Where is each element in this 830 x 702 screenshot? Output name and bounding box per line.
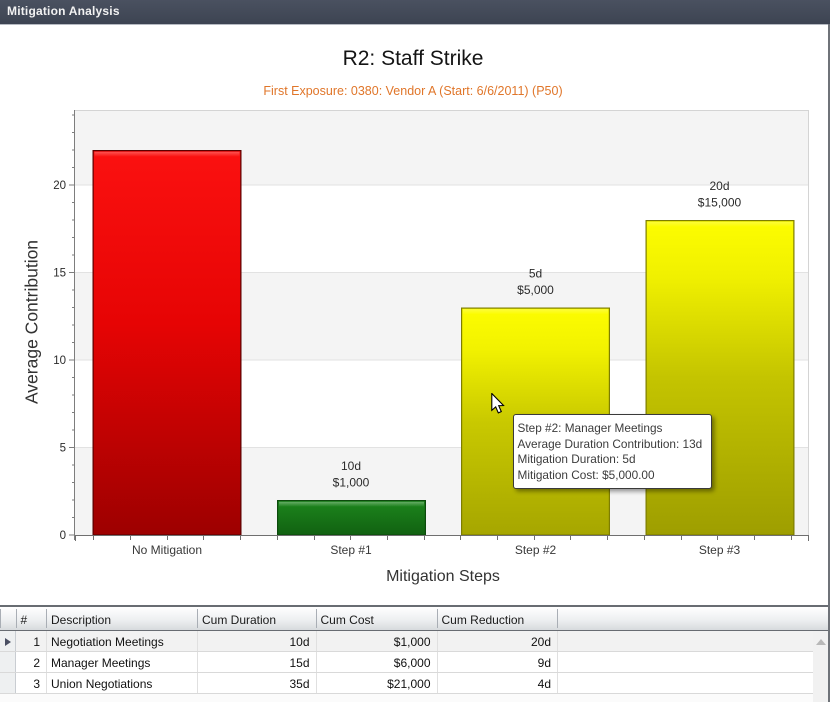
svg-text:0: 0 xyxy=(60,530,66,542)
svg-text:$1,000: $1,000 xyxy=(333,476,370,490)
svg-text:First Exposure: 0380: Vendor A: First Exposure: 0380: Vendor A (Start: 6… xyxy=(263,84,562,98)
svg-text:5: 5 xyxy=(60,443,66,455)
svg-text:10d: 10d xyxy=(341,459,361,473)
svg-text:Step #1: Step #1 xyxy=(330,543,372,557)
svg-text:No Mitigation: No Mitigation xyxy=(132,543,202,557)
svg-text:$15,000: $15,000 xyxy=(698,196,742,210)
svg-text:$5,000: $5,000 xyxy=(517,283,554,297)
svg-text:R2: Staff Strike: R2: Staff Strike xyxy=(343,47,484,70)
svg-text:Mitigation Steps: Mitigation Steps xyxy=(386,568,500,585)
svg-text:Step #2: Step #2 xyxy=(515,543,557,557)
svg-text:20d: 20d xyxy=(709,179,729,193)
svg-text:10: 10 xyxy=(53,355,66,367)
svg-text:15: 15 xyxy=(53,268,66,280)
svg-text:5d: 5d xyxy=(529,267,542,281)
svg-text:Average Contribution: Average Contribution xyxy=(22,240,42,404)
svg-text:20: 20 xyxy=(53,180,66,192)
svg-text:Step #3: Step #3 xyxy=(699,543,741,557)
